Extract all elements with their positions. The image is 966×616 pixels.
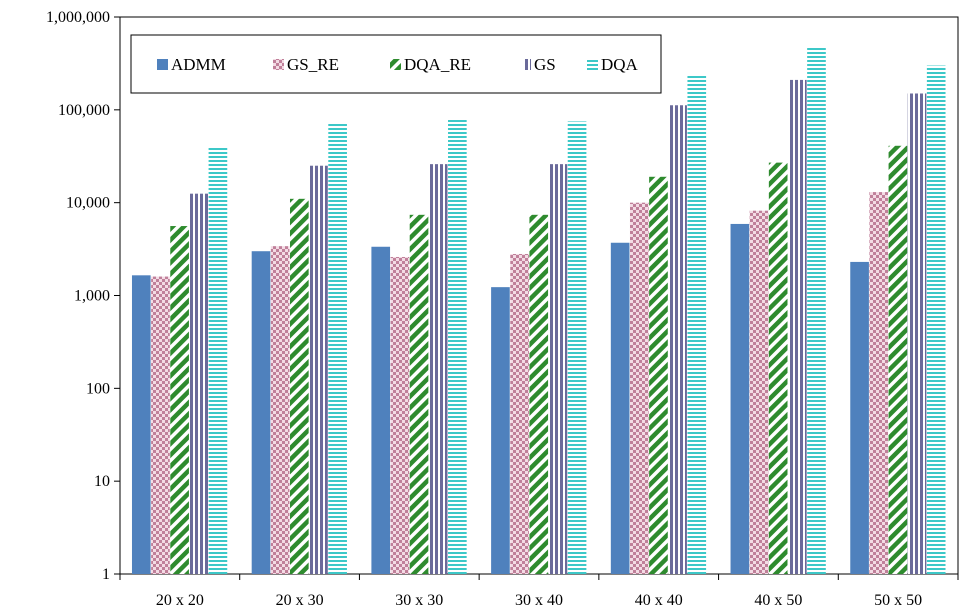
bar-gs: [309, 165, 328, 574]
x-tick-label: 20 x 20: [156, 592, 204, 609]
legend-swatch-gs-re: [273, 59, 284, 70]
y-tick-label: 1,000,000: [46, 9, 110, 26]
y-tick-label: 1: [102, 566, 110, 583]
legend-label: ADMM: [171, 55, 226, 74]
bar-dqa-re: [289, 198, 309, 574]
x-tick-label: 20 x 30: [276, 592, 324, 609]
bar-dqa-re: [649, 176, 668, 575]
y-axis: 1 10 100 1,000 10,000 100,000 1,000,000: [46, 9, 120, 583]
bar-dqa-re: [768, 162, 788, 574]
bar-gs: [788, 79, 807, 575]
y-tick-label: 100: [86, 380, 110, 397]
x-tick-label: 30 x 30: [395, 592, 443, 609]
legend: ADMM GS_RE DQA_RE GS DQA: [130, 34, 662, 94]
bar-admm: [131, 275, 151, 574]
bar-gs-re: [510, 253, 529, 575]
bar-dqa: [567, 121, 587, 575]
y-tick-label: 10: [94, 473, 110, 490]
bar-dqa: [208, 146, 228, 574]
bar-dqa: [807, 46, 826, 574]
legend-swatch-admm: [157, 59, 168, 70]
bar-dqa: [328, 123, 347, 574]
bar-admm: [251, 251, 271, 574]
bar-gs-re: [629, 202, 649, 575]
bar-admm: [610, 242, 630, 574]
x-axis: 20 x 20 20 x 30 30 x 30 30 x 40 40 x 40 40 x …: [119, 574, 959, 609]
x-tick-label: 40 x 50: [754, 592, 802, 609]
bar-gs: [428, 164, 448, 574]
bar-admm: [371, 246, 391, 574]
plot-area: [119, 16, 959, 575]
bar-dqa-re: [888, 145, 908, 574]
bar-admm: [850, 261, 869, 574]
bar-admm: [730, 223, 750, 574]
bar-admm: [491, 287, 510, 574]
bar-dqa-re: [529, 214, 549, 574]
bar-gs-re: [270, 246, 290, 574]
bar-gs-re: [390, 256, 410, 574]
bar-gs-re: [749, 210, 769, 575]
x-tick-label: 50 x 50: [874, 592, 922, 609]
legend-label: DQA_RE: [404, 55, 471, 74]
legend-swatch-gs: [525, 59, 531, 70]
bar-dqa: [687, 74, 707, 574]
legend-label: GS: [534, 55, 556, 74]
bar-gs: [668, 105, 687, 574]
legend-label: GS_RE: [287, 55, 339, 74]
bar-gs-re: [151, 276, 170, 574]
x-tick-label: 30 x 40: [515, 592, 563, 609]
y-tick-label: 1,000: [74, 288, 110, 305]
bar-gs: [548, 164, 568, 574]
legend-swatch-dqa-re: [390, 59, 401, 70]
x-tick-label: 40 x 40: [635, 592, 683, 609]
bar-gs: [189, 193, 209, 575]
bar-gs-re: [869, 192, 889, 574]
bar-dqa: [926, 65, 946, 574]
y-tick-label: 10,000: [66, 195, 110, 212]
bar-dqa: [448, 119, 467, 574]
bar-dqa-re: [409, 214, 429, 574]
bar-dqa-re: [170, 226, 189, 575]
legend-label: DQA: [601, 55, 639, 74]
y-tick-label: 100,000: [58, 102, 110, 119]
bar-gs: [907, 93, 927, 575]
legend-swatch-dqa: [587, 59, 598, 70]
